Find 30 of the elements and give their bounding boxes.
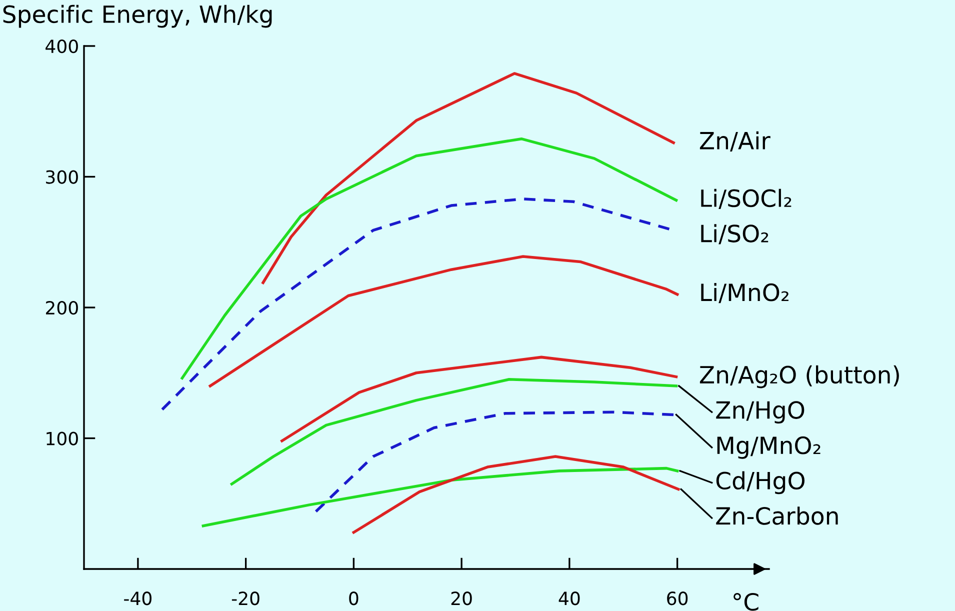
series-label: Zn-Carbon bbox=[716, 506, 838, 525]
series-label: Li/MnO₂ bbox=[701, 283, 788, 304]
line-series bbox=[352, 455, 680, 534]
x-tick-label: -40 bbox=[124, 592, 152, 606]
line-series bbox=[280, 356, 678, 442]
y-axis-title: Specific Energy, Wh/kg bbox=[3, 4, 272, 28]
line-series bbox=[160, 198, 671, 411]
x-tick-label: 60 bbox=[667, 592, 688, 606]
line-series bbox=[180, 137, 678, 380]
line-series bbox=[314, 410, 675, 513]
series-label: Cd/HgO bbox=[716, 471, 804, 494]
line-series bbox=[262, 72, 675, 284]
x-tick-label: 20 bbox=[451, 592, 472, 606]
series-label: Li/SOCl₂ bbox=[701, 188, 792, 209]
y-tick-label: 100 bbox=[46, 432, 78, 446]
line-series bbox=[208, 255, 679, 388]
line-series bbox=[230, 378, 678, 486]
series-label: Zn/Air bbox=[700, 131, 770, 152]
series-label: Li/SO₂ bbox=[701, 224, 768, 244]
line-series bbox=[202, 466, 679, 528]
y-tick-label: 300 bbox=[46, 170, 78, 184]
text: Mg/MnO₂ bbox=[717, 436, 820, 459]
series-label: Zn/HgO bbox=[716, 401, 804, 424]
x-axis-title: °C bbox=[734, 592, 758, 611]
series-label: Zn/Ag₂O (button) bbox=[700, 365, 899, 388]
y-tick-label: 200 bbox=[46, 300, 78, 315]
y-tick-label: 400 bbox=[46, 39, 78, 54]
x-tick-label: -20 bbox=[232, 592, 260, 606]
x-tick-label: 0 bbox=[349, 592, 358, 606]
x-tick-label: 40 bbox=[558, 592, 580, 606]
